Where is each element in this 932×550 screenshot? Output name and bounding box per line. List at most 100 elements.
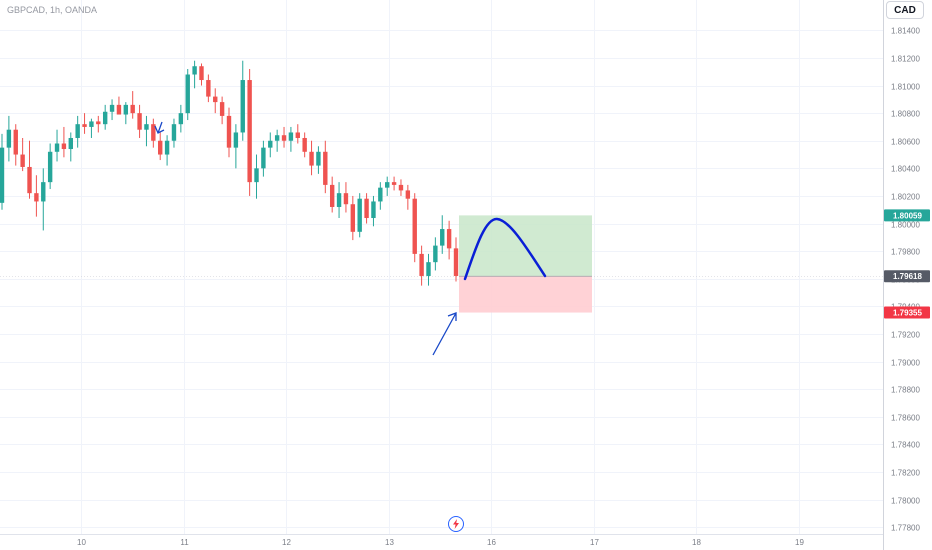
candle — [378, 182, 383, 210]
candle-body — [371, 201, 376, 219]
candle-body — [302, 137, 307, 152]
candle-body — [295, 132, 300, 138]
candle-body — [109, 104, 115, 112]
candle — [254, 154, 259, 199]
candle — [178, 104, 184, 133]
projection-curve-drawing[interactable] — [463, 217, 547, 281]
candle-body — [309, 151, 314, 166]
candle-body — [130, 104, 135, 114]
candle-body — [178, 113, 184, 125]
candle — [343, 182, 349, 213]
price-tag-label: 1.80059 — [893, 211, 922, 220]
candle-body — [123, 104, 129, 115]
price-tag-bg — [884, 209, 930, 222]
time-axis[interactable]: 10 11 12 13 16 17 18 19 — [77, 538, 804, 547]
candle — [371, 195, 376, 227]
x-tick-label: 16 — [487, 538, 496, 547]
candle-body — [288, 132, 294, 141]
candle — [316, 146, 321, 174]
candle-body — [219, 102, 225, 116]
candle-body — [412, 198, 417, 254]
candle — [261, 140, 266, 177]
candle — [302, 132, 307, 158]
y-tick-label: 1.81400 — [891, 27, 920, 36]
candle — [385, 176, 390, 196]
candle — [6, 115, 12, 162]
candle — [0, 133, 5, 210]
candle — [323, 140, 328, 194]
candle — [412, 193, 417, 263]
candle — [295, 124, 300, 144]
price-tag-stop-loss: 1.79355 — [884, 306, 930, 319]
currency-button[interactable]: CAD — [886, 1, 924, 19]
candle-body — [27, 166, 32, 194]
y-tick-label: 1.81200 — [891, 55, 920, 64]
arrow-down-drawing[interactable] — [154, 121, 165, 134]
price-tag-bg — [884, 306, 930, 319]
y-tick-label: 1.79000 — [891, 359, 920, 368]
candle-body — [268, 140, 273, 148]
price-tag-label: 1.79355 — [893, 309, 922, 318]
y-tick-label: 1.79800 — [891, 248, 920, 257]
candle — [144, 115, 149, 147]
x-tick-label: 13 — [385, 538, 394, 547]
candle-body — [405, 190, 411, 199]
x-tick-label: 12 — [282, 538, 291, 547]
candle-body — [47, 151, 53, 183]
candle — [219, 96, 225, 125]
candle — [171, 118, 177, 148]
user-drawings[interactable] — [154, 121, 547, 356]
x-tick-label: 17 — [590, 538, 599, 547]
candle-body — [0, 147, 5, 203]
price-tags: 1.80059 1.79618 1.79355 — [884, 209, 930, 319]
candle-body — [433, 245, 438, 263]
candle-body — [329, 184, 335, 207]
candle-body — [144, 124, 149, 130]
goto-realtime-button[interactable] — [448, 516, 464, 532]
candle — [34, 175, 39, 217]
long-position-tool[interactable] — [459, 215, 592, 313]
candle-body — [274, 135, 280, 141]
chart-title: GBPCAD, 1h, OANDA — [7, 5, 97, 15]
candle — [185, 68, 190, 121]
candle-body — [6, 129, 12, 148]
candle-body — [254, 168, 259, 183]
candle — [288, 126, 294, 152]
candle — [102, 104, 108, 130]
candle-body — [151, 124, 156, 141]
candle-body — [323, 151, 328, 185]
candle-body — [357, 198, 362, 232]
y-tick-label: 1.78600 — [891, 414, 920, 423]
candle-body — [343, 193, 349, 205]
candle — [123, 102, 129, 125]
candle — [41, 168, 46, 231]
candle-body — [261, 147, 266, 169]
candle — [405, 184, 411, 210]
candle-body — [102, 111, 108, 125]
candle-body — [247, 80, 252, 183]
x-tick-label: 18 — [692, 538, 701, 547]
candle-body — [281, 135, 287, 141]
y-tick-label: 1.80800 — [891, 110, 920, 119]
candle — [240, 60, 245, 141]
candle — [130, 91, 135, 119]
price-tag-label: 1.79618 — [893, 272, 922, 281]
candle-body — [206, 80, 211, 97]
candle — [109, 99, 115, 121]
price-tag-take-profit: 1.80059 — [884, 209, 930, 222]
candle — [27, 140, 32, 199]
candle — [75, 115, 80, 148]
y-tick-label: 1.78400 — [891, 441, 920, 450]
arrow-up-drawing[interactable] — [432, 312, 457, 356]
y-tick-label: 1.80200 — [891, 193, 920, 202]
candle-body — [419, 253, 424, 276]
candle — [233, 124, 239, 169]
candle — [453, 237, 459, 282]
y-tick-label: 1.81000 — [891, 83, 920, 92]
candle — [247, 68, 252, 196]
y-tick-label: 1.78800 — [891, 386, 920, 395]
candle-body — [199, 66, 204, 81]
candle-body — [89, 121, 94, 127]
candle — [433, 237, 438, 271]
